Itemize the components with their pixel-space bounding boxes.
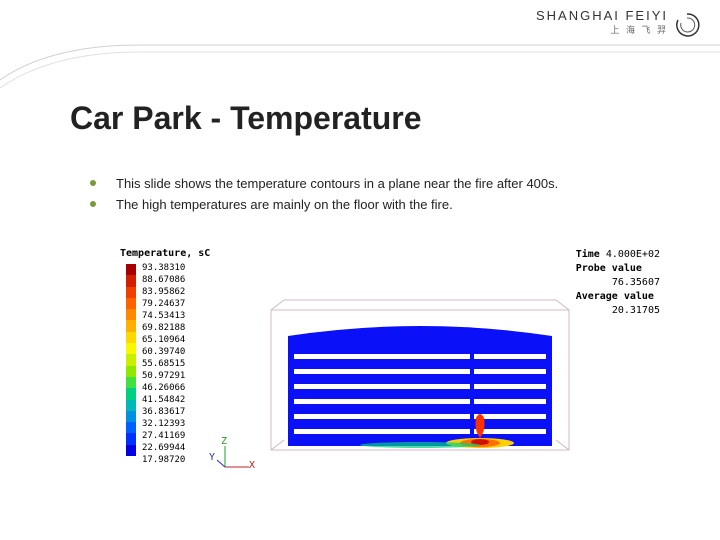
probe-label: Probe value	[576, 262, 660, 276]
logo-main-text: SHANGHAI FEIYI	[536, 8, 668, 23]
axes-widget: X Z Y	[215, 442, 255, 472]
page-title: Car Park - Temperature	[70, 100, 422, 137]
logo-swirl-icon	[674, 12, 700, 38]
bullet-text: This slide shows the temperature contour…	[116, 175, 558, 193]
bullet-dot-icon	[90, 180, 96, 186]
bullet-list: This slide shows the temperature contour…	[90, 175, 680, 216]
axis-z-label: Z	[221, 436, 227, 447]
bullet-item: The high temperatures are mainly on the …	[90, 196, 680, 214]
top-curve-decoration	[0, 40, 720, 90]
colorbar	[126, 264, 136, 456]
logo-sub-text: 上 海 飞 羿	[536, 23, 668, 36]
avg-label: Average value	[576, 290, 660, 304]
time-label: Time	[576, 249, 600, 260]
bullet-text: The high temperatures are mainly on the …	[116, 196, 453, 214]
legend-values: 93.3831088.6708683.9586279.2463774.53413…	[142, 262, 185, 466]
time-value: 4.000E+02	[606, 249, 660, 260]
bullet-dot-icon	[90, 201, 96, 207]
temperature-figure: Temperature, sC 93.3831088.6708683.95862…	[120, 248, 660, 478]
axis-x-label: X	[249, 460, 255, 471]
axis-y-label: Y	[209, 452, 215, 463]
contour-plot	[270, 298, 570, 453]
figure-meta: Time 4.000E+02 Probe value 76.35607 Aver…	[576, 248, 660, 318]
probe-value: 76.35607	[576, 276, 660, 290]
bullet-item: This slide shows the temperature contour…	[90, 175, 680, 193]
legend-title: Temperature, sC	[120, 248, 210, 259]
avg-value: 20.31705	[576, 304, 660, 318]
logo: SHANGHAI FEIYI 上 海 飞 羿	[536, 8, 700, 36]
contour-svg	[270, 298, 570, 453]
